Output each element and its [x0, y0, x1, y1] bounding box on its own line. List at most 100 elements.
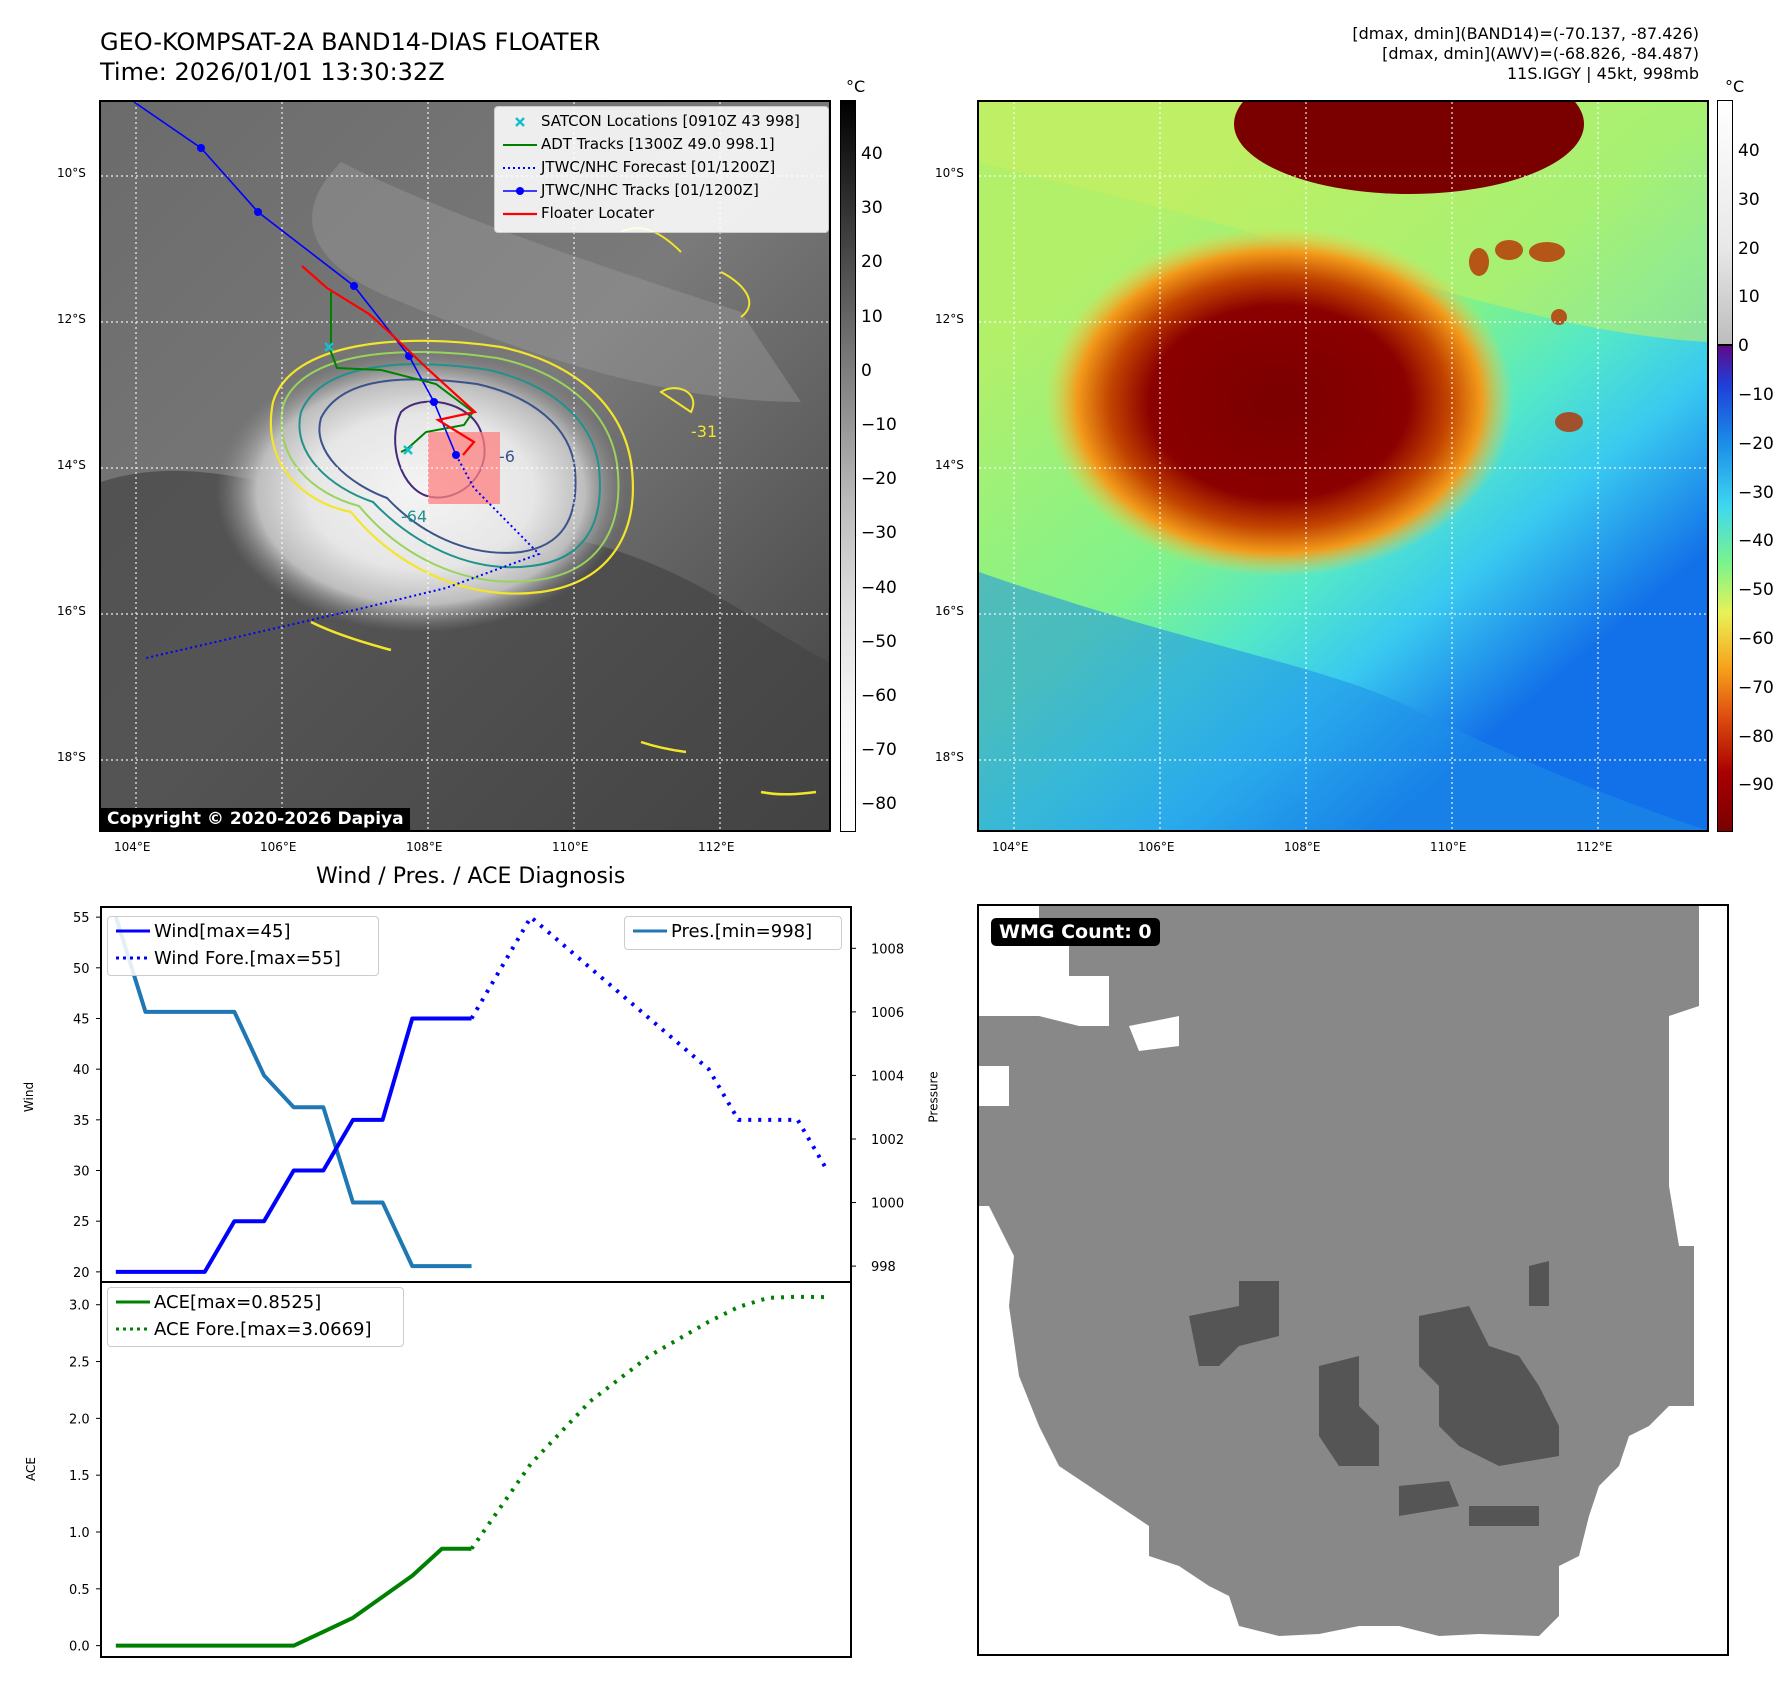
- solid-line-icon: [116, 1300, 150, 1304]
- x-marker-icon: [515, 117, 525, 127]
- ir-colorbar: [840, 100, 856, 832]
- wind-forecast-series-line: [469, 915, 830, 1172]
- wind-axis-label: Wind: [22, 1081, 37, 1113]
- lat-label: 12°S: [57, 312, 86, 326]
- wmg-panel: WMG Count: 0: [977, 904, 1729, 1656]
- ace-axis-label: ACE: [23, 1457, 38, 1481]
- lon-label: 108°E: [1284, 840, 1321, 854]
- contour-blue: [318, 378, 577, 554]
- colorbar-tick: −40: [1738, 531, 1774, 552]
- awv-moist-region: [979, 572, 1707, 830]
- wind-ytick-label: 25: [73, 1215, 90, 1230]
- legend-item-wind-forecast: Wind Fore.[max=55]: [108, 947, 378, 974]
- lat-label: 12°S: [935, 312, 964, 326]
- legend-label: Floater Locater: [541, 204, 655, 222]
- lon-label: 110°E: [552, 840, 589, 854]
- wind-legend: Wind[max=45] Wind Fore.[max=55]: [107, 916, 379, 976]
- legend-item-floater: Floater Locater: [495, 203, 828, 226]
- lon-label: 106°E: [1138, 840, 1175, 854]
- ace-ytick-label: 0.0: [69, 1640, 90, 1655]
- legend-item-ace: ACE[max=0.8525]: [108, 1291, 403, 1318]
- satcon-markers: [324, 342, 413, 455]
- lon-label: 106°E: [260, 840, 297, 854]
- ace-ytick-label: 0.5: [69, 1583, 90, 1598]
- dotted-line-icon: [116, 1327, 150, 1331]
- pressure-ytick-label: 1002: [871, 1133, 904, 1148]
- ace-chart-frame: [100, 1281, 852, 1658]
- solid-line-icon: [503, 144, 537, 146]
- legend-item-jtwc-forecast: JTWC/NHC Forecast [01/1200Z]: [495, 157, 828, 180]
- lon-label: 110°E: [1430, 840, 1467, 854]
- lat-label: 10°S: [57, 166, 86, 180]
- colorbar-tick: −80: [861, 794, 897, 815]
- pressure-series-line: [113, 915, 472, 1269]
- info-line1: [dmax, dmin](BAND14)=(-70.137, -87.426): [1352, 24, 1699, 43]
- lon-label: 112°E: [698, 840, 735, 854]
- colorbar-tick: −30: [861, 523, 897, 544]
- wind-ytick-label: 40: [73, 1063, 90, 1078]
- lon-label: 112°E: [1576, 840, 1613, 854]
- colorbar-tick: −30: [1738, 482, 1774, 503]
- colorbar-tick: −60: [1738, 629, 1774, 649]
- ir-cloud-band: [312, 162, 801, 402]
- legend-label: ACE Fore.[max=3.0669]: [154, 1319, 372, 1340]
- legend-label: ACE[max=0.8525]: [154, 1292, 322, 1313]
- contour-cells-south: [310, 620, 817, 796]
- ace-ytick-label: 2.0: [69, 1412, 90, 1427]
- figure-title-line2: Time: 2026/01/01 13:30:32Z: [100, 58, 445, 86]
- wind-pressure-chart: 55 50 45 40 35 30 25 20 1008 1006 1004 1002 1000 998 3…: [69, 906, 904, 1658]
- contour-yellow: [269, 339, 634, 595]
- lat-label: 16°S: [57, 604, 86, 618]
- colorbar-tick: −60: [861, 686, 897, 706]
- ir-colorbar-unit: °C: [846, 77, 866, 96]
- floater-track-line: [301, 265, 478, 456]
- colorbar-tick: 20: [861, 252, 883, 273]
- awv-colorbar-negative: [1717, 345, 1733, 832]
- ace-ytick-label: 2.5: [69, 1356, 90, 1371]
- colorbar-tick: 10: [861, 306, 883, 327]
- figure-title-line1: GEO-KOMPSAT-2A BAND14-DIAS FLOATER: [100, 28, 601, 56]
- legend-item-jtwc-tracks: JTWC/NHC Tracks [01/1200Z]: [495, 180, 828, 203]
- wind-ytick-label: 55: [73, 911, 90, 926]
- solid-line-icon: [116, 929, 150, 933]
- colorbar-tick: −10: [861, 415, 897, 435]
- wind-ytick-label: 45: [73, 1012, 90, 1027]
- diagnosis-title: Wind / Pres. / ACE Diagnosis: [316, 864, 626, 889]
- awv-colorbar-unit: °C: [1725, 77, 1745, 96]
- colorbar-tick: −50: [1738, 580, 1774, 601]
- colorbar-tick: −70: [861, 740, 897, 761]
- legend-label: SATCON Locations [0910Z 43 998]: [541, 112, 800, 130]
- awv-north-core: [1234, 102, 1584, 194]
- wind-ytick-label: 30: [73, 1165, 90, 1180]
- legend-label: Pres.[min=998]: [671, 921, 813, 942]
- colorbar-tick: 40: [1738, 141, 1760, 161]
- wind-series-line: [115, 1016, 472, 1274]
- awv-cloud-core: [1044, 227, 1514, 577]
- legend-item-ace-forecast: ACE Fore.[max=3.0669]: [108, 1318, 403, 1345]
- colorbar-tick: −50: [861, 631, 897, 652]
- ace-forecast-series-line: [469, 1294, 828, 1550]
- pressure-ytick-label: 1000: [871, 1197, 904, 1212]
- pressure-legend: Pres.[min=998]: [624, 916, 842, 950]
- awv-colorbar-positive: [1717, 100, 1733, 345]
- ace-series-line: [115, 1546, 472, 1648]
- solid-line-icon: [503, 212, 537, 216]
- wind-ytick-label: 35: [73, 1114, 90, 1129]
- ir-map-panel: -64 -31 -6 SATCON: [99, 100, 831, 832]
- colorbar-tick: 30: [861, 198, 883, 219]
- line-dot-icon: [503, 187, 537, 195]
- legend-label: JTWC/NHC Tracks [01/1200Z]: [541, 181, 759, 199]
- ace-ytick-label: 3.0: [69, 1299, 90, 1314]
- jtwc-forecast-line: [145, 454, 541, 659]
- lat-label: 18°S: [935, 750, 964, 764]
- legend-label: ADT Tracks [1300Z 49.0 998.1]: [541, 135, 775, 153]
- ir-cloud-core: [216, 352, 626, 632]
- colorbar-tick: −20: [861, 469, 897, 490]
- ace-legend: ACE[max=0.8525] ACE Fore.[max=3.0669]: [107, 1287, 404, 1347]
- colorbar-tick: 30: [1738, 189, 1760, 210]
- pressure-ytick-label: 1008: [871, 942, 904, 957]
- colorbar-tick: −90: [1738, 775, 1774, 796]
- wmg-canvas: [979, 906, 1727, 1636]
- wind-ytick-label: 50: [73, 962, 90, 977]
- pressure-axis-label: Pressure: [926, 1071, 941, 1123]
